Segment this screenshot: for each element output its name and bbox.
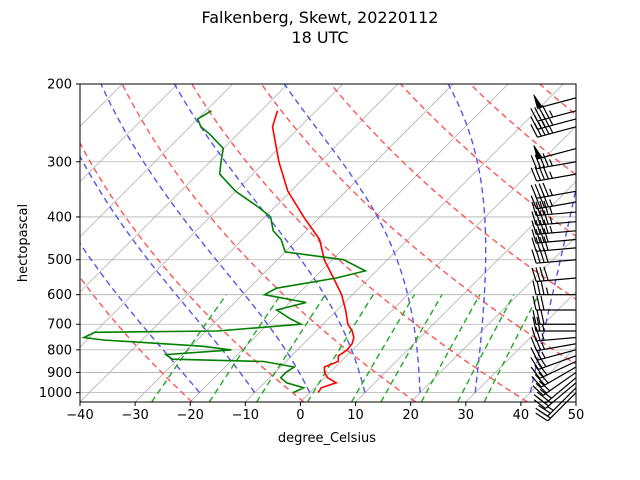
x-tick-label: 30 — [458, 408, 475, 423]
wind-barb — [532, 280, 576, 296]
wind-barb — [533, 94, 577, 109]
moist-adiabat — [100, 84, 311, 393]
y-tick-label: 300 — [47, 155, 72, 170]
chart-subtitle: 18 UTC — [291, 28, 349, 47]
dry-adiabat — [80, 141, 305, 402]
x-tick-label: −40 — [66, 408, 93, 423]
x-tick-label: 10 — [347, 408, 364, 423]
dry-adiabat — [121, 84, 417, 402]
mixing-ratio-line — [420, 294, 481, 402]
moist-adiabat — [80, 155, 256, 394]
dry-adiabat — [539, 84, 576, 116]
y-tick-label: 1000 — [39, 386, 72, 401]
wind-barb — [535, 387, 577, 417]
y-tick-label: 800 — [47, 343, 72, 358]
isotherm-gridline — [134, 84, 454, 402]
y-tick-label: 900 — [47, 366, 72, 381]
wind-barb — [531, 266, 577, 283]
wind-barb — [533, 145, 577, 160]
mixing-ratio-line — [307, 294, 374, 402]
x-tick-label: −10 — [232, 408, 259, 423]
moist-adiabat — [447, 84, 487, 393]
isotherm-gridline — [631, 84, 640, 402]
x-tick-label: 50 — [568, 408, 585, 423]
isotherm-gridline — [520, 346, 576, 402]
y-tick-label: 500 — [47, 253, 72, 268]
isotherm-gridline — [465, 291, 576, 402]
wind-barb — [531, 326, 577, 342]
wind-barb — [531, 236, 577, 252]
y-axis-label: hectopascal — [16, 204, 31, 282]
dry-adiabat — [191, 84, 528, 402]
x-tick-label: 0 — [296, 408, 304, 423]
isotherm-gridline — [189, 84, 509, 402]
mixing-ratio-line — [208, 294, 282, 402]
dry-adiabat — [609, 84, 640, 402]
isotherm-gridline — [575, 401, 576, 402]
mixing-ratio-line — [256, 294, 326, 402]
profiles — [81, 110, 368, 394]
chart-title: Falkenberg, Skewt, 20220112 — [201, 8, 439, 27]
isotherm-gridline — [355, 180, 576, 402]
mixing-ratio-line — [483, 294, 540, 402]
wind-barb — [532, 310, 576, 325]
dry-adiabat — [260, 84, 576, 365]
wind-barb — [531, 210, 577, 226]
isotherm-gridline — [80, 84, 399, 402]
isotherm-gridline — [300, 125, 576, 402]
x-axis-label: degree_Celsius — [278, 431, 376, 446]
wind-barb — [531, 366, 577, 388]
wind-barb — [530, 105, 577, 122]
dry-adiabat — [400, 84, 576, 237]
y-tick-label: 600 — [47, 288, 72, 303]
x-tick-label: −30 — [121, 408, 148, 423]
isotherm-gridline — [80, 84, 344, 348]
wind-barb — [530, 360, 577, 379]
isotherm-gridline — [80, 84, 233, 238]
moist-adiabat — [283, 84, 421, 393]
wind-barb — [532, 295, 576, 311]
isotherm-gridline — [80, 84, 178, 183]
x-tick-label: −20 — [177, 408, 204, 423]
dewpoint-profile-line — [81, 110, 368, 394]
isotherm-gridline — [0, 84, 12, 402]
wind-barb — [531, 219, 577, 235]
moist-adiabat — [80, 242, 201, 394]
wind-barbs — [530, 94, 577, 422]
dry-adiabat — [80, 276, 193, 402]
grid-lines — [0, 84, 640, 402]
y-tick-label: 400 — [47, 210, 72, 225]
dry-adiabat — [469, 84, 576, 176]
isotherm-gridline — [410, 236, 576, 402]
y-tick-label: 700 — [47, 318, 72, 333]
x-tick-label: 20 — [402, 408, 419, 423]
mixing-ratio-line — [350, 294, 416, 402]
y-tick-label: 200 — [47, 78, 72, 93]
mixing-ratio-line — [457, 294, 515, 402]
wind-barb — [530, 182, 577, 199]
x-tick-label: 40 — [513, 408, 530, 423]
wind-barb — [532, 371, 577, 396]
mixing-ratio-line — [151, 294, 227, 402]
wind-barb — [531, 228, 577, 244]
mixing-ratio-line — [380, 294, 443, 402]
isotherm-gridline — [245, 84, 564, 402]
temperature-profile-line — [271, 110, 355, 394]
axis-ticks: −40 −30 −20 −10 0 10 20 30 40 50 200 300 400 500 600 70… — [39, 78, 584, 424]
isotherm-gridline — [80, 84, 289, 293]
axes-frame — [79, 83, 577, 403]
